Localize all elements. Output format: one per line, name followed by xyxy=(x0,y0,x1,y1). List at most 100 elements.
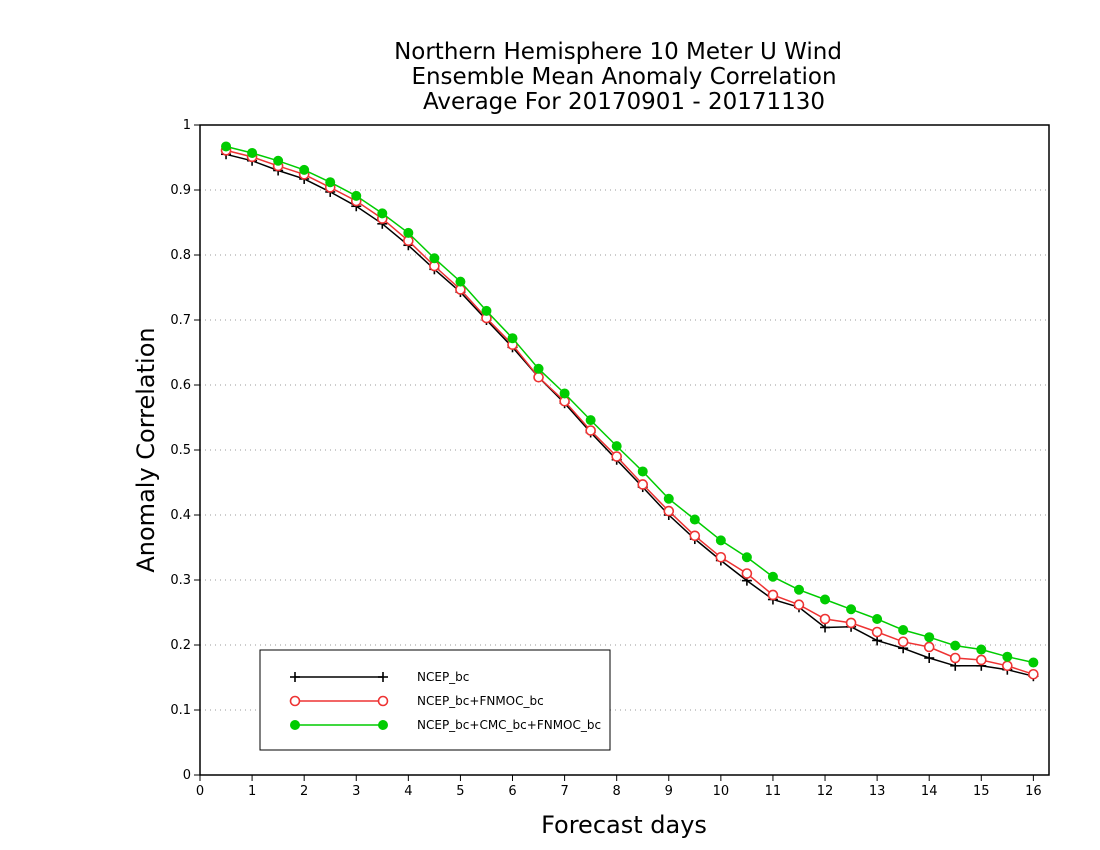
data-point xyxy=(611,441,622,452)
data-point xyxy=(663,493,674,504)
x-axis-label: Forecast days xyxy=(541,811,707,839)
y-tick-label: 0.9 xyxy=(170,183,191,198)
y-tick-label: 0.7 xyxy=(170,313,191,328)
data-point xyxy=(559,388,570,399)
data-point xyxy=(507,333,518,344)
x-tick-label: 9 xyxy=(665,784,673,799)
data-point xyxy=(872,614,883,624)
x-tick-label: 0 xyxy=(196,784,204,799)
legend: NCEP_bc NCEP_bc+FNMOC_bc NCEP_bc+CMC_bc+FN… xyxy=(259,649,611,751)
y-tick-label: 0.6 xyxy=(170,378,191,393)
data-point xyxy=(1028,668,1039,680)
series-layer xyxy=(220,141,1039,682)
plot-frame xyxy=(199,124,1050,776)
legend-label: NCEP_bc xyxy=(417,670,469,684)
legend-marker xyxy=(290,672,300,682)
data-point xyxy=(820,594,831,605)
gridlines xyxy=(200,189,1049,711)
data-point xyxy=(871,626,883,638)
y-axis-ticks: 0 0.1 0.2 0.3 0.4 0.5 0.6 0.7 0.8 0.9 1 xyxy=(170,118,200,783)
chart-title-line-1: Northern Hemisphere 10 Meter U Wind xyxy=(394,39,842,65)
data-point xyxy=(689,514,700,525)
x-tick-label: 8 xyxy=(613,784,621,799)
x-tick-label: 13 xyxy=(869,784,886,799)
data-point xyxy=(325,177,336,188)
x-tick-label: 4 xyxy=(404,784,412,799)
series-line xyxy=(225,153,1034,677)
data-point xyxy=(715,535,726,546)
x-tick-label: 6 xyxy=(508,784,516,799)
x-tick-label: 12 xyxy=(817,784,834,799)
x-tick-label: 1 xyxy=(248,784,256,799)
data-point xyxy=(403,227,414,238)
data-point xyxy=(767,589,779,601)
data-point xyxy=(976,644,987,655)
data-point xyxy=(846,604,857,615)
data-point xyxy=(585,425,596,436)
y-tick-label: 0.5 xyxy=(170,443,191,458)
data-point xyxy=(898,625,909,636)
legend-box xyxy=(259,649,611,751)
data-point xyxy=(663,505,675,517)
data-point xyxy=(741,552,752,563)
data-point xyxy=(247,147,258,158)
data-point xyxy=(637,479,649,490)
x-tick-label: 5 xyxy=(456,784,464,799)
data-point xyxy=(715,551,727,563)
data-point xyxy=(793,599,805,611)
data-point xyxy=(924,653,935,663)
x-tick-label: 16 xyxy=(1025,784,1042,799)
data-point xyxy=(975,654,987,666)
data-point xyxy=(1002,651,1013,662)
data-point xyxy=(819,613,831,625)
x-axis-ticks: 0 1 2 3 4 5 6 7 8 9 10 11 12 13 14 15 16 xyxy=(196,775,1042,799)
data-point xyxy=(923,641,935,653)
data-point xyxy=(845,617,857,629)
data-point xyxy=(637,466,648,477)
legend-marker xyxy=(377,695,389,707)
y-tick-label: 0.1 xyxy=(170,703,191,718)
chart-title: Northern Hemisphere 10 Meter U Wind Ense… xyxy=(394,39,842,115)
data-point xyxy=(741,568,753,579)
data-point xyxy=(481,305,492,316)
data-point xyxy=(585,415,596,426)
legend-label: NCEP_bc+CMC_bc+FNMOC_bc xyxy=(417,718,601,732)
data-point xyxy=(1028,657,1039,668)
x-tick-label: 15 xyxy=(973,784,990,799)
y-tick-label: 1 xyxy=(183,118,191,133)
x-tick-label: 2 xyxy=(300,784,308,799)
x-tick-label: 10 xyxy=(713,784,730,799)
data-point xyxy=(767,571,778,582)
chart-title-line-3: Average For 20170901 - 20171130 xyxy=(423,89,825,115)
y-tick-label: 0.8 xyxy=(170,248,191,263)
data-point xyxy=(533,363,544,374)
chart-title-line-2: Ensemble Mean Anomaly Correlation xyxy=(411,64,836,90)
x-tick-label: 3 xyxy=(352,784,360,799)
legend-marker xyxy=(378,672,388,682)
data-point xyxy=(429,253,440,264)
data-point xyxy=(611,451,622,462)
data-point xyxy=(351,190,362,201)
data-point xyxy=(950,640,961,651)
series-line xyxy=(225,149,1034,676)
x-tick-label: 11 xyxy=(765,784,782,799)
y-tick-label: 0.2 xyxy=(170,638,191,653)
data-point xyxy=(924,632,935,643)
data-point xyxy=(533,371,544,383)
y-tick-label: 0.3 xyxy=(170,573,191,588)
data-point xyxy=(299,164,310,175)
data-point xyxy=(221,141,232,152)
data-point xyxy=(793,584,804,595)
y-axis-label: Anomaly Correlation xyxy=(132,327,160,572)
series-1 xyxy=(220,145,1039,680)
legend-marker xyxy=(290,720,300,730)
series-0 xyxy=(221,149,1039,682)
data-point xyxy=(689,530,701,542)
data-point xyxy=(377,208,388,219)
data-point xyxy=(455,276,466,287)
x-tick-label: 14 xyxy=(921,784,938,799)
x-tick-label: 7 xyxy=(560,784,568,799)
y-tick-label: 0 xyxy=(183,768,191,783)
legend-marker xyxy=(378,720,388,730)
